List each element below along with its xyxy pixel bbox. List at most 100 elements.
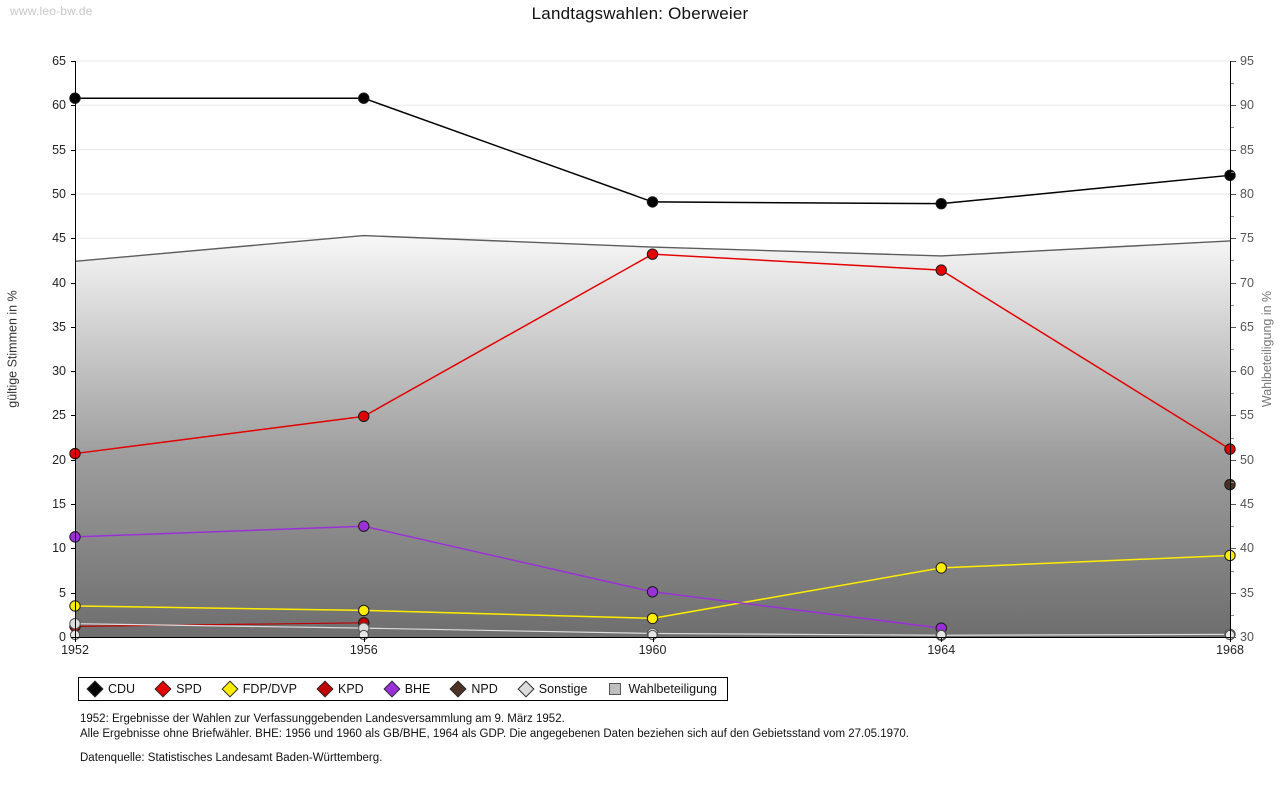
y-axis-right-line	[1230, 61, 1231, 638]
y-axis-right-tick-mark	[1231, 371, 1236, 373]
y-axis-right-tick-mark	[1231, 61, 1236, 62]
y-axis-right-tick-label: 35	[1240, 585, 1254, 600]
legend-item-npd[interactable]: NPD	[449, 680, 498, 698]
y-axis-right-tick-label: 65	[1240, 319, 1254, 334]
turnout-area	[74, 234, 1231, 637]
legend-label: FDP/DVP	[242, 682, 297, 696]
y-axis-right-tick-mark	[1231, 238, 1236, 240]
legend-item-kpd[interactable]: KPD	[316, 680, 364, 698]
y-axis-right-minor-tick	[1231, 526, 1234, 528]
y-axis-left-tick-label: 20	[52, 452, 66, 467]
legend-label: Wahlbeteiligung	[628, 682, 717, 696]
y-axis-right-tick-label: 50	[1240, 452, 1254, 467]
x-axis-tick-mark	[1230, 637, 1231, 642]
y-axis-left-tick-mark	[71, 193, 76, 195]
y-axis-left-tick-label: 5	[59, 585, 66, 600]
y-axis-left-tick-mark	[71, 238, 76, 240]
legend-item-fdp-dvp[interactable]: FDP/DVP	[221, 680, 297, 698]
y-axis-left-tick-label: 45	[52, 231, 66, 246]
diamond-marker-icon	[221, 680, 239, 698]
diamond-marker-icon	[383, 680, 401, 698]
y-axis-right-tick-label: 85	[1240, 142, 1254, 157]
diamond-marker-icon	[316, 680, 334, 698]
y-axis-right-tick-label: 95	[1240, 54, 1254, 68]
square-marker-icon	[609, 683, 622, 695]
series-line-kpd	[74, 622, 364, 627]
data-point-fdp-dvp	[646, 612, 659, 625]
y-axis-left-tick-mark	[71, 548, 76, 550]
data-point-fdp-dvp	[358, 604, 370, 617]
data-point-cdu	[646, 196, 659, 208]
legend-label: Sonstige	[538, 682, 588, 696]
y-axis-left-tick-label: 50	[52, 186, 66, 201]
y-axis-right-minor-tick	[1231, 171, 1234, 173]
y-axis-right-minor-tick	[1231, 437, 1234, 439]
data-point-bhe	[358, 520, 370, 532]
y-axis-right-minor-tick	[1231, 127, 1234, 129]
y-axis-right-tick-label: 70	[1240, 275, 1254, 290]
data-point-fdp-dvp	[935, 562, 947, 574]
series-line-bhe	[74, 525, 942, 629]
y-axis-right-tick-label: 45	[1240, 497, 1254, 512]
y-axis-left-tick-mark	[71, 371, 76, 373]
y-axis-left-tick-label: 25	[52, 408, 66, 423]
diamond-marker-icon	[517, 680, 535, 698]
legend-label: KPD	[337, 682, 364, 696]
site-watermark: www.leo-bw.de	[10, 4, 93, 18]
data-source-note: Datenquelle: Statistisches Landesamt Bad…	[80, 752, 383, 764]
data-point-cdu	[358, 92, 370, 104]
y-axis-right-tick-mark	[1231, 282, 1236, 284]
y-axis-left-tick-label: 10	[52, 541, 66, 556]
x-axis-tick-mark	[75, 637, 76, 642]
footnotes: 1952: Ergebnisse der Wahlen zur Verfassu…	[80, 712, 909, 742]
x-axis-tick-mark	[941, 637, 943, 642]
footnote-line-1: 1952: Ergebnisse der Wahlen zur Verfassu…	[80, 713, 565, 725]
y-axis-left-tick-label: 0	[59, 630, 66, 644]
y-axis-right-minor-tick	[1231, 393, 1234, 395]
y-axis-left-tick-mark	[71, 326, 76, 328]
chart-title: Landtagswahlen: Oberweier	[531, 4, 749, 23]
x-axis-tick-label: 1960	[638, 643, 667, 657]
x-axis-tick-label: 1952	[61, 643, 89, 657]
legend-item-cdu[interactable]: CDU	[86, 680, 136, 698]
y-axis-left-tick-mark	[71, 637, 76, 638]
legend-item-wahlbeteiligung[interactable]: Wahlbeteiligung	[609, 682, 717, 696]
x-axis-tick-mark	[652, 637, 654, 642]
y-axis-right-tick-mark	[1231, 149, 1236, 151]
y-axis-left-tick-label: 15	[52, 497, 66, 512]
y-axis-right-tick-mark	[1231, 193, 1236, 195]
y-axis-left-line	[75, 61, 76, 638]
y-axis-left-tick-label: 35	[52, 319, 66, 334]
x-axis-tick-label: 1968	[1216, 643, 1244, 657]
y-axis-right-tick-mark	[1231, 415, 1236, 417]
legend-item-bhe[interactable]: BHE	[383, 680, 430, 698]
y-axis-right-tick-mark	[1231, 504, 1236, 506]
y-axis-right-tick-label: 80	[1240, 186, 1254, 201]
y-axis-left-tick-mark	[71, 592, 76, 594]
x-axis-tick-mark	[363, 637, 365, 642]
y-axis-right-tick-mark	[1231, 459, 1236, 461]
y-axis-left-tick-mark	[71, 61, 76, 62]
legend-item-spd[interactable]: SPD	[154, 680, 202, 698]
y-axis-right-label-text: Wahlbeteiligung in %	[1260, 290, 1274, 408]
y-axis-right-tick-mark	[1231, 326, 1236, 328]
legend-label: SPD	[176, 682, 202, 696]
footnote-line-2: Alle Ergebnisse ohne Briefwähler. BHE: 1…	[80, 728, 909, 740]
y-axis-left-tick-mark	[71, 149, 76, 151]
y-axis-right-tick-label: 90	[1240, 98, 1254, 113]
y-axis-right-tick-mark	[1231, 637, 1236, 638]
legend-label: CDU	[108, 682, 136, 696]
y-axis-right-tick-label: 40	[1240, 541, 1254, 556]
y-axis-right-tick-mark	[1231, 105, 1236, 107]
y-axis-left-tick-mark	[71, 105, 76, 107]
y-axis-right-tick-label: 75	[1240, 231, 1254, 246]
y-axis-left-tick-label: 55	[52, 142, 66, 157]
y-axis-right-minor-tick	[1231, 304, 1234, 306]
y-axis-left-label: gültige Stimmen in %	[4, 61, 22, 637]
y-axis-right-tick-label: 60	[1240, 364, 1254, 379]
y-axis-left-tick-mark	[71, 504, 76, 506]
chart-svg	[69, 60, 1236, 641]
legend-item-sonstige[interactable]: Sonstige	[517, 680, 588, 698]
y-axis-right-minor-tick	[1231, 614, 1234, 616]
y-axis-left-tick-mark	[71, 282, 76, 284]
